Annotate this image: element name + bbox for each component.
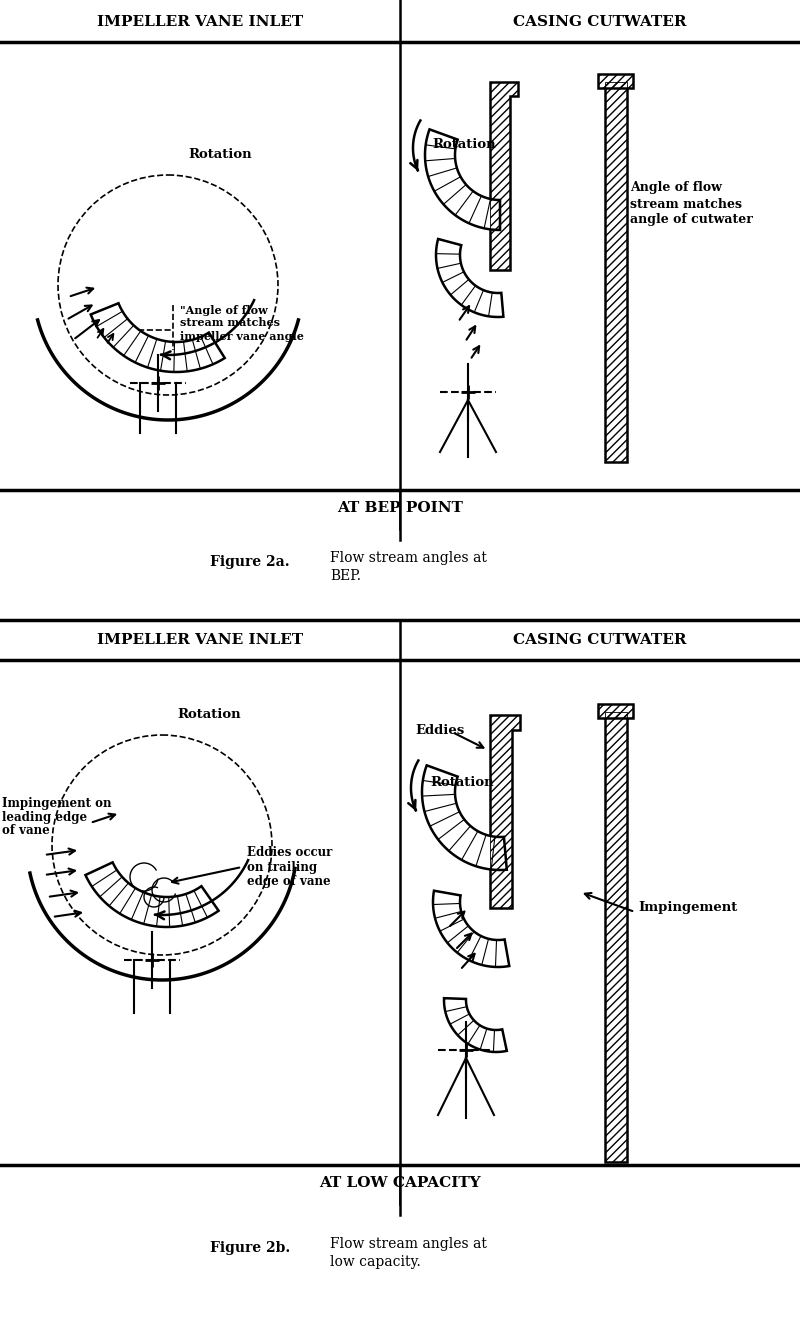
Polygon shape [598,704,633,718]
Text: Figure 2b.: Figure 2b. [210,1242,290,1255]
Text: IMPELLER VANE INLET: IMPELLER VANE INLET [97,633,303,647]
Polygon shape [598,73,633,88]
Text: leading edge: leading edge [2,810,87,824]
Text: CASING CUTWATER: CASING CUTWATER [514,633,686,647]
Text: Impingement on: Impingement on [2,797,111,809]
Text: of vane: of vane [2,825,50,837]
Text: IMPELLER VANE INLET: IMPELLER VANE INLET [97,15,303,29]
Text: Impingement: Impingement [638,901,738,914]
Text: Rotation: Rotation [177,709,241,721]
Text: stream matches: stream matches [180,318,280,328]
Text: Flow stream angles at: Flow stream angles at [330,1238,487,1251]
Polygon shape [422,765,506,870]
Text: on trailing: on trailing [247,861,317,873]
Text: "Angle of flow: "Angle of flow [180,304,268,315]
Text: edge of vane: edge of vane [247,874,330,888]
Polygon shape [433,890,510,967]
Text: angle of cutwater: angle of cutwater [630,214,753,227]
Text: AT LOW CAPACITY: AT LOW CAPACITY [319,1176,481,1189]
Polygon shape [90,303,225,372]
Polygon shape [436,239,503,316]
Text: BEP.: BEP. [330,569,361,583]
Text: CASING CUTWATER: CASING CUTWATER [514,15,686,29]
Text: low capacity.: low capacity. [330,1255,421,1270]
Polygon shape [444,999,507,1052]
Polygon shape [490,81,518,270]
Polygon shape [86,862,218,926]
Text: Eddies: Eddies [415,724,464,737]
Text: Eddies occur: Eddies occur [247,846,332,860]
Text: Rotation: Rotation [430,776,494,789]
Text: AT BEP POINT: AT BEP POINT [337,501,463,515]
Text: impeller vane angle: impeller vane angle [180,331,304,342]
Text: Figure 2a.: Figure 2a. [210,555,290,569]
Text: stream matches: stream matches [630,198,742,211]
Text: Flow stream angles at: Flow stream angles at [330,551,487,565]
Polygon shape [425,129,500,230]
Polygon shape [490,716,520,908]
Polygon shape [605,81,627,462]
Text: Angle of flow: Angle of flow [630,182,722,195]
Text: Rotation: Rotation [432,139,496,151]
Text: Rotation: Rotation [188,148,252,162]
Polygon shape [605,712,627,1161]
